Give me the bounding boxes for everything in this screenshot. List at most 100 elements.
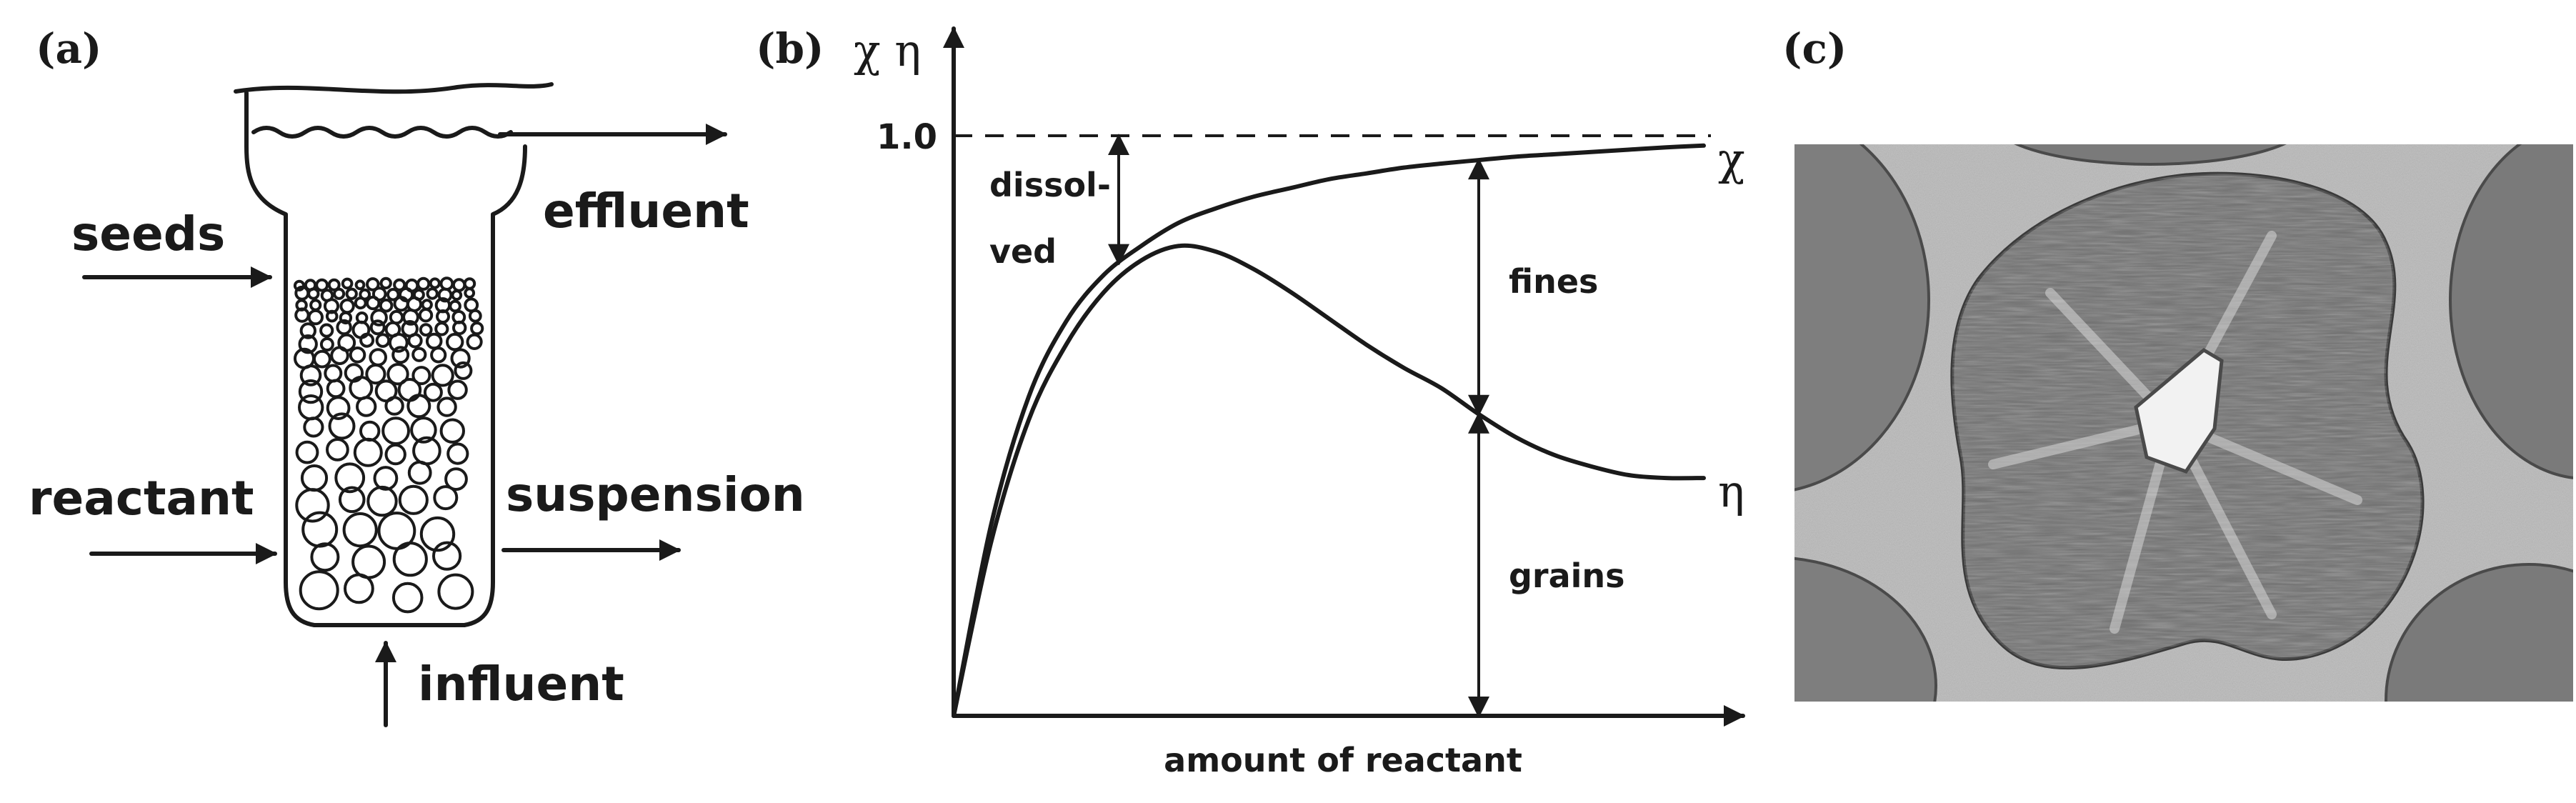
particle — [365, 363, 386, 385]
particle — [299, 322, 316, 339]
dissolved-label-line2: ved — [989, 232, 1057, 271]
y-axis-symbols: χ η — [854, 24, 921, 76]
particle — [333, 287, 346, 300]
particle — [447, 379, 468, 400]
panel-b: (b) χ η 1.0 χ η dissol- ved fines grains… — [756, 24, 1745, 779]
particle — [301, 511, 339, 548]
panel-b-label: (b) — [756, 24, 824, 73]
particle — [411, 346, 427, 362]
particle — [307, 309, 324, 326]
grain-right-bottom — [2385, 563, 2573, 702]
particle — [452, 320, 467, 336]
particle — [326, 438, 349, 462]
particle — [391, 346, 410, 364]
series-eta-label: η — [1718, 465, 1744, 517]
particle — [366, 485, 398, 517]
particle — [298, 334, 318, 354]
reactant-label: reactant — [29, 471, 254, 526]
grain-right-top — [2449, 144, 2573, 479]
particle — [466, 333, 483, 350]
particle — [388, 332, 409, 353]
micrograph-image — [1794, 144, 2573, 702]
particle — [345, 287, 358, 300]
particle — [299, 364, 322, 386]
particle — [450, 348, 471, 369]
particle — [339, 311, 353, 325]
particle — [373, 466, 399, 491]
particle — [391, 582, 424, 614]
particle — [384, 443, 406, 466]
particle — [431, 364, 454, 387]
influent-label: influent — [418, 657, 624, 712]
vessel-top-wave — [234, 82, 554, 94]
particle — [344, 573, 374, 604]
particle — [454, 361, 473, 380]
fines-label: fines — [1509, 262, 1598, 301]
particle — [339, 298, 355, 314]
particle — [434, 321, 449, 336]
particle — [433, 485, 459, 511]
panel-c: (c) — [1782, 24, 2573, 702]
particle — [315, 278, 329, 292]
y-tick-1-0: 1.0 — [877, 117, 937, 157]
particle — [328, 412, 356, 440]
grains-label: grains — [1509, 557, 1625, 595]
grain-left-bottom — [1794, 557, 1937, 702]
liquid-surface — [251, 126, 513, 139]
particle — [338, 486, 366, 514]
seeds-label: seeds — [71, 206, 225, 261]
vessel-right-wall — [462, 144, 527, 627]
particle — [293, 279, 306, 291]
particle — [326, 396, 351, 420]
series-chi-line — [952, 143, 1706, 718]
particle — [402, 309, 419, 326]
particle — [341, 277, 354, 290]
x-axis-label: amount of reactant — [1164, 741, 1522, 779]
series-chi-label: χ — [1718, 133, 1745, 185]
particle — [463, 277, 476, 290]
effluent-label: effluent — [543, 184, 749, 239]
particle — [319, 323, 334, 338]
particle — [351, 544, 386, 579]
particle — [309, 299, 322, 311]
particle — [379, 276, 392, 290]
particle — [295, 488, 330, 523]
particle — [356, 396, 377, 417]
particle — [437, 287, 453, 303]
particle — [444, 467, 468, 491]
particle — [354, 279, 366, 291]
particle — [429, 277, 441, 289]
particle — [451, 278, 466, 292]
particle — [410, 417, 437, 444]
particle — [359, 420, 381, 442]
particle — [470, 321, 484, 336]
particle — [411, 366, 431, 386]
particle — [359, 332, 375, 348]
particle — [418, 308, 434, 323]
particle — [327, 278, 341, 291]
particle — [299, 570, 339, 611]
particle — [324, 364, 343, 383]
particle — [407, 460, 432, 485]
particle — [298, 379, 324, 404]
particle — [419, 516, 456, 552]
particle — [369, 348, 388, 366]
particle — [406, 394, 431, 419]
particle — [370, 309, 388, 326]
particle — [464, 297, 479, 313]
particle — [430, 346, 447, 364]
grain-top — [2014, 144, 2287, 166]
grain-left-top — [1794, 144, 1930, 492]
particle — [303, 417, 324, 438]
particle — [334, 462, 366, 494]
particle — [439, 276, 454, 291]
vessel-left-wall — [244, 91, 316, 627]
particle — [432, 541, 462, 571]
particle — [379, 298, 394, 313]
particle — [349, 376, 374, 400]
dissolved-label-line1: dissol- — [989, 166, 1111, 204]
particle — [421, 299, 433, 311]
particle — [419, 323, 433, 337]
panel-a: (a) effluent seeds reactant suspension — [29, 24, 805, 727]
particle — [464, 287, 476, 299]
